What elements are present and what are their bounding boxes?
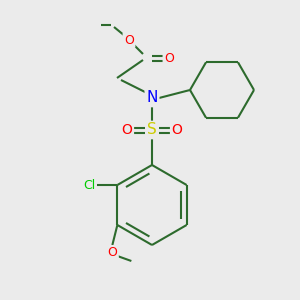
Text: O: O: [164, 52, 174, 64]
Text: O: O: [172, 123, 182, 137]
Text: Cl: Cl: [83, 178, 95, 191]
Text: O: O: [107, 247, 117, 260]
Text: S: S: [147, 122, 157, 137]
Text: O: O: [122, 123, 132, 137]
Text: N: N: [146, 91, 158, 106]
Text: O: O: [124, 34, 134, 46]
